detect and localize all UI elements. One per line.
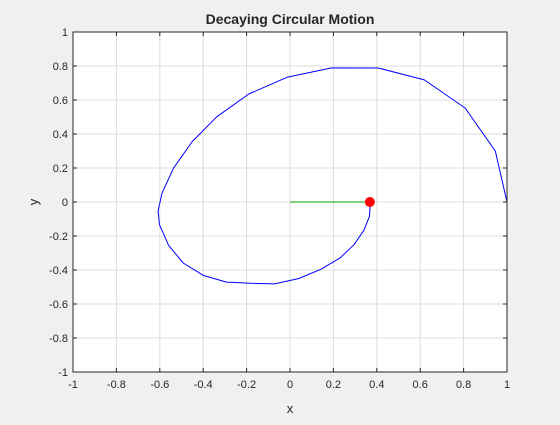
y-tick-label: -0.6 xyxy=(49,299,68,311)
x-tick-label: 0.4 xyxy=(369,379,384,391)
x-tick-label: -0.2 xyxy=(237,379,256,391)
spiral-line xyxy=(157,67,508,285)
x-tick-label: -0.6 xyxy=(150,379,169,391)
y-tick-label: 1 xyxy=(62,27,68,39)
x-axis-label: x xyxy=(287,401,294,416)
x-tick-label: 0.6 xyxy=(413,379,428,391)
y-tick-label: -1 xyxy=(58,367,68,379)
ticks: -1 -0.8 -0.6 -0.4 -0.2 0 0.2 0.4 0.6 0.8 1 -1 -0.8 -0… xyxy=(49,27,510,391)
x-tick-label: 0.2 xyxy=(326,379,341,391)
y-axis-label: y xyxy=(26,198,41,205)
y-tick-label: -0.2 xyxy=(49,231,68,243)
y-tick-label: 0.8 xyxy=(53,61,68,73)
y-tick-label: 0.2 xyxy=(53,163,68,175)
data-layer xyxy=(157,67,508,285)
position-marker xyxy=(364,197,375,207)
x-tick-label: 1 xyxy=(504,379,510,391)
y-tick-label: 0 xyxy=(62,197,68,209)
chart-title: Decaying Circular Motion xyxy=(206,11,375,27)
y-tick-label: -0.4 xyxy=(49,265,68,277)
y-tick-label: 0.4 xyxy=(53,129,68,141)
y-tick-label: -0.8 xyxy=(49,333,68,345)
x-tick-label: 0 xyxy=(287,379,293,391)
x-tick-label: -1 xyxy=(68,379,78,391)
y-tick-label: 0.6 xyxy=(53,95,68,107)
x-tick-label: -0.4 xyxy=(194,379,213,391)
x-tick-label: -0.8 xyxy=(107,379,126,391)
x-tick-label: 0.8 xyxy=(456,379,471,391)
